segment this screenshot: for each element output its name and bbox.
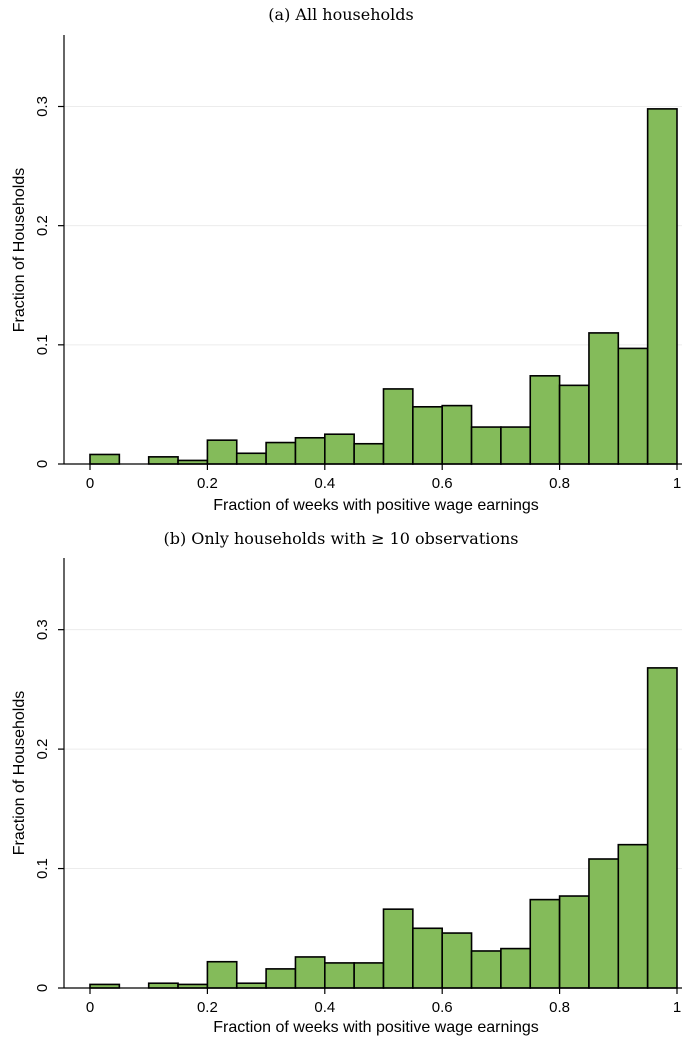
x-tick-label: 0 [86, 999, 94, 1016]
histogram-bar [206, 960, 238, 989]
x-tick-label: 0.2 [197, 999, 218, 1016]
histogram-bar [529, 375, 561, 465]
histogram-bar [441, 404, 473, 465]
histogram-bar [412, 405, 444, 465]
histogram-bar [646, 108, 678, 465]
y-tick-label: 0 [34, 984, 51, 992]
histogram-bar [500, 426, 532, 465]
histogram-bar [617, 843, 649, 989]
y-tick-label: 0.3 [34, 96, 51, 117]
histogram-bar [529, 898, 561, 989]
histogram-bar [294, 956, 326, 989]
histogram-bar [235, 452, 267, 465]
chart-panel-a: (a) All households 0 0.1 0.2 0.3 0 0.2 0.4 0.6 0.… [11, 5, 682, 514]
histogram-bar [147, 456, 179, 465]
x-tick-label: 0.6 [432, 999, 453, 1016]
x-tick-label: 0.4 [314, 999, 335, 1016]
histogram-bar [470, 426, 502, 465]
x-axis-label: Fraction of weeks with positive wage ear… [213, 497, 539, 514]
y-tick-label: 0.2 [34, 215, 51, 236]
histogram-bar [382, 908, 414, 989]
histogram-bar [323, 433, 355, 465]
histogram-bar [265, 968, 297, 989]
x-axis-label: Fraction of weeks with positive wage ear… [213, 1019, 539, 1036]
chart-title: (a) All households [268, 5, 413, 24]
y-tick-label: 0.1 [34, 334, 51, 355]
histogram-bar [294, 436, 326, 465]
histogram-bar [588, 332, 620, 465]
histogram-bar [500, 947, 532, 989]
y-tick-label: 0.2 [34, 739, 51, 760]
histogram-bar [617, 347, 649, 465]
histogram-bar [323, 962, 355, 989]
y-axis-label: Fraction of Households [11, 691, 28, 856]
histogram-bar [558, 895, 590, 989]
chart-title: (b) Only households with ≥ 10 observatio… [163, 529, 518, 548]
histogram-bar [646, 667, 678, 989]
histogram-bar [441, 932, 473, 989]
y-tick-label: 0.1 [34, 858, 51, 879]
histogram-bar [89, 453, 121, 465]
x-tick-label: 0.2 [197, 475, 218, 492]
histogram-bar [235, 982, 267, 989]
x-tick-label: 0.8 [549, 999, 570, 1016]
y-tick-label: 0 [34, 460, 51, 468]
x-tick-label: 1 [673, 475, 681, 492]
histogram-bar [206, 439, 238, 465]
histogram-bar [353, 442, 385, 465]
y-axis-label: Fraction of Households [11, 168, 28, 333]
x-tick-label: 0 [86, 475, 94, 492]
x-tick-label: 0.8 [549, 475, 570, 492]
x-tick-label: 1 [673, 999, 681, 1016]
y-tick-label: 0.3 [34, 619, 51, 640]
histogram-bar [382, 388, 414, 465]
histogram-bar [470, 950, 502, 989]
chart-panel-b: (b) Only households with ≥ 10 observatio… [11, 529, 682, 1036]
x-tick-label: 0.4 [314, 475, 335, 492]
histogram-bar [558, 384, 590, 465]
histogram-bar [265, 441, 297, 465]
histogram-bar [412, 927, 444, 989]
histogram-bar [588, 858, 620, 989]
x-tick-label: 0.6 [432, 475, 453, 492]
histogram-bar [353, 962, 385, 989]
histogram-bar [147, 982, 179, 989]
